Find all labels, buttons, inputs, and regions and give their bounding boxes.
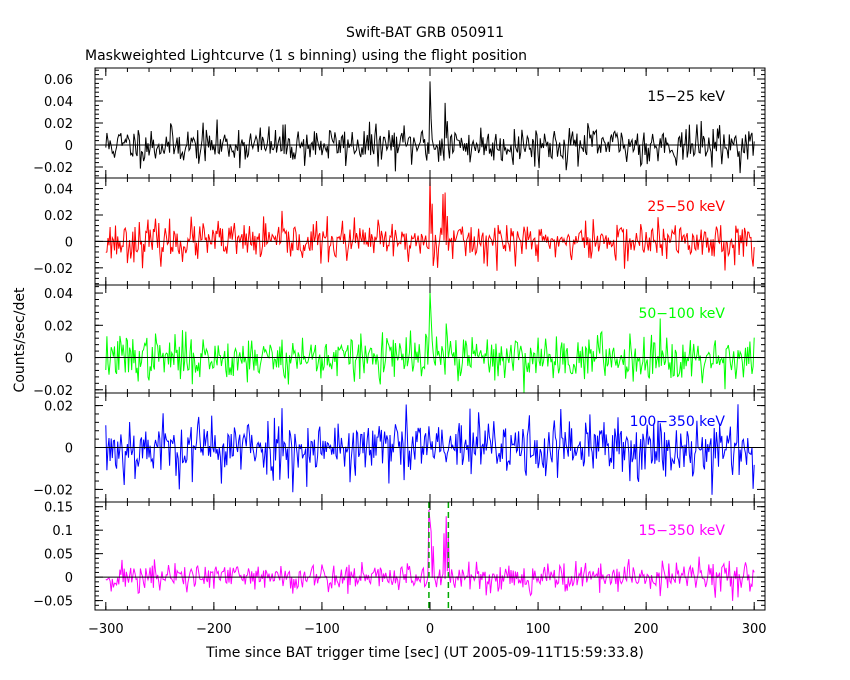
y-tick-label: 0.02 bbox=[44, 209, 73, 224]
y-tick-label: −0.02 bbox=[33, 262, 73, 277]
y-tick-label: 0 bbox=[65, 235, 73, 250]
y-tick-label: 0.02 bbox=[44, 400, 73, 415]
band-label: 50−100 keV bbox=[638, 306, 725, 322]
y-tick-label: 0.05 bbox=[44, 548, 73, 563]
y-axis-label: Counts/sec/det bbox=[12, 287, 28, 392]
x-tick-label: −300 bbox=[88, 622, 124, 637]
y-tick-label: 0.04 bbox=[44, 183, 73, 198]
y-tick-label: 0.04 bbox=[44, 287, 73, 302]
band-label: 100−350 keV bbox=[630, 414, 726, 430]
panel-2: −0.02 0 0.02 0.04 50−100 keV bbox=[33, 284, 766, 399]
x-tick-label: 100 bbox=[526, 622, 551, 637]
y-tick-label: 0.04 bbox=[44, 95, 73, 110]
chart-title: Swift-BAT GRB 050911 bbox=[346, 25, 504, 41]
y-tick-label: 0 bbox=[65, 571, 73, 586]
y-tick-label: −0.02 bbox=[33, 483, 73, 498]
y-tick-label: 0 bbox=[65, 139, 73, 154]
x-tick-label: 300 bbox=[742, 622, 767, 637]
chart-subtitle: Maskweighted Lightcurve (1 s binning) us… bbox=[85, 48, 527, 64]
y-tick-label: −0.05 bbox=[33, 595, 73, 610]
series-line-1 bbox=[105, 178, 755, 271]
panel-3: −0.02 0 0.02 100−350 keV bbox=[33, 392, 766, 503]
x-tick-label: −100 bbox=[304, 622, 340, 637]
series-line-3 bbox=[105, 404, 755, 495]
panel-1: −0.02 0 0.02 0.04 25−50 keV bbox=[33, 177, 766, 286]
y-tick-label: 0.1 bbox=[52, 524, 73, 539]
series-line-4 bbox=[105, 509, 755, 601]
band-label: 15−350 keV bbox=[638, 523, 725, 539]
y-tick-label: −0.02 bbox=[33, 384, 73, 399]
y-tick-label: 0 bbox=[65, 352, 73, 367]
y-tick-label: 0.15 bbox=[44, 501, 73, 516]
y-tick-label: 0.02 bbox=[44, 117, 73, 132]
y-tick-label: −0.02 bbox=[33, 161, 73, 176]
panels-group: −0.02 0 0.02 0.04 0.06 15−25 keV −0.02 0 0.02 0.0… bbox=[33, 67, 767, 637]
band-label: 25−50 keV bbox=[647, 199, 725, 215]
y-tick-label: 0.06 bbox=[44, 73, 73, 88]
x-tick-label: 200 bbox=[634, 622, 659, 637]
panel-0: −0.02 0 0.02 0.04 0.06 15−25 keV bbox=[33, 67, 766, 179]
panel-4: −0.05 0 0.05 0.1 0.15 15−350 keV bbox=[33, 501, 766, 611]
y-tick-label: 0.02 bbox=[44, 319, 73, 334]
y-tick-label: 0 bbox=[65, 442, 73, 457]
x-tick-label: 0 bbox=[426, 622, 434, 637]
x-tick-label: −200 bbox=[196, 622, 232, 637]
x-axis-label: Time since BAT trigger time [sec] (UT 20… bbox=[205, 645, 644, 661]
band-label: 15−25 keV bbox=[647, 89, 725, 105]
